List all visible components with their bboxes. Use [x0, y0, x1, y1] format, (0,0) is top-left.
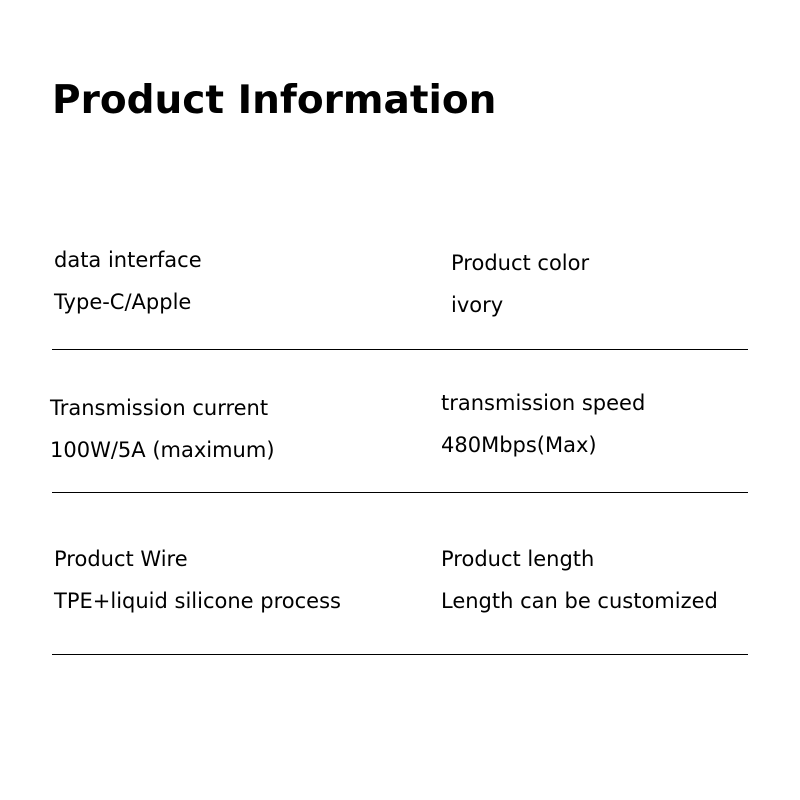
divider — [52, 349, 748, 350]
divider — [52, 492, 748, 493]
page-title: Product Information — [52, 78, 497, 123]
spec-value: 480Mbps(Max) — [441, 433, 597, 457]
spec-value: TPE+liquid silicone process — [54, 589, 341, 613]
spec-value: Type-C/Apple — [54, 290, 192, 314]
spec-label: transmission speed — [441, 391, 646, 415]
spec-label: Product length — [441, 547, 595, 571]
spec-label: Product Wire — [54, 547, 188, 571]
spec-value: Length can be customized — [441, 589, 718, 613]
spec-label: Transmission current — [50, 396, 269, 420]
divider — [52, 654, 748, 655]
spec-value: ivory — [451, 293, 504, 317]
spec-label: Product color — [451, 251, 590, 275]
spec-label: data interface — [54, 248, 202, 272]
spec-value: 100W/5A (maximum) — [50, 438, 275, 462]
